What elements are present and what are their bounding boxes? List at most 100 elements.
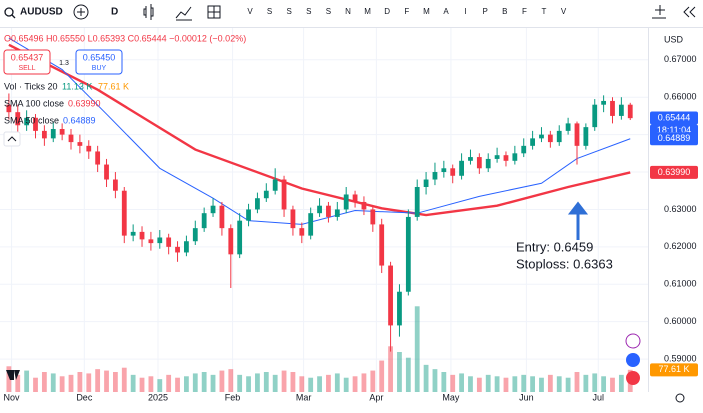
countdown: 18:11:04 <box>657 125 691 135</box>
candle-body <box>308 213 314 236</box>
tv-logo <box>6 370 20 380</box>
flag-icon[interactable] <box>626 371 640 385</box>
volume-bar <box>618 374 624 392</box>
candle-body <box>184 241 189 253</box>
search-icon[interactable] <box>4 7 14 17</box>
volume-tag-label: 77.61 K <box>658 364 689 374</box>
toolbar-letter: A <box>443 7 449 16</box>
add-icon[interactable] <box>73 4 89 20</box>
volume-bar <box>539 377 544 392</box>
candle-body <box>33 117 38 131</box>
candle-body <box>414 186 420 217</box>
toolbar-letter: N <box>345 7 351 16</box>
legend-toggle <box>7 136 17 142</box>
volume-bar <box>263 372 269 392</box>
toolbar-letter: V <box>561 7 567 16</box>
candle-body <box>228 228 234 255</box>
sma-legend: SMA 100 close <box>4 98 64 108</box>
candle-body <box>24 117 30 126</box>
volume-bar <box>530 376 536 392</box>
toolbar <box>0 0 703 27</box>
price-tag <box>650 165 698 179</box>
volume-bar <box>388 346 393 392</box>
candle-body <box>104 164 109 180</box>
volume-bar <box>166 374 172 392</box>
y-tick-label: 0.60000 <box>664 316 697 326</box>
candle-body <box>388 265 393 326</box>
symbol[interactable]: AUDUSD <box>20 7 63 18</box>
indicators-icon[interactable] <box>175 6 192 21</box>
volume-legend: Vol · Ticks 20 <box>4 81 58 91</box>
candle-body <box>326 205 331 217</box>
buy-label: BUY <box>92 65 107 72</box>
currency[interactable]: USD <box>664 34 684 44</box>
volume-bar <box>201 372 207 392</box>
volume-bar <box>503 377 509 392</box>
candle-body <box>121 190 127 236</box>
candle-body <box>68 134 74 143</box>
candle-body <box>175 246 180 253</box>
candle-body <box>290 209 296 229</box>
toolbar-letter: M <box>364 7 371 16</box>
volume-bar <box>175 377 180 392</box>
price-tag-label: 0.64889 <box>658 133 691 143</box>
toolbar-letter: F <box>522 7 527 16</box>
ohlc: O0.65496 H0.65550 L0.65393 C0.65444 −0.0… <box>4 33 246 43</box>
toolbar-letter: S <box>287 7 292 16</box>
toolbar-letter: S <box>267 7 272 16</box>
candle-body <box>601 100 607 105</box>
candle-body <box>485 158 491 169</box>
volume-bar <box>6 366 12 392</box>
candle-body <box>148 239 154 244</box>
volume-bar <box>272 374 278 392</box>
candle-body <box>139 231 145 240</box>
chart-type-icon[interactable] <box>143 4 154 20</box>
candle-body <box>521 145 527 154</box>
legend-toggle[interactable] <box>3 131 21 147</box>
candle-body <box>450 168 456 176</box>
alert-icon[interactable] <box>652 5 666 19</box>
toolbar-letter: F <box>404 7 409 16</box>
candle-body <box>556 130 562 143</box>
volume-bar <box>68 374 74 392</box>
flag-icon[interactable] <box>626 353 640 367</box>
buy-button[interactable] <box>75 49 123 75</box>
candle-body <box>503 155 509 161</box>
candle-body <box>343 194 349 210</box>
price-axis <box>648 28 703 413</box>
candle-body <box>494 155 500 159</box>
x-tick-label: Nov <box>4 392 21 402</box>
volume-bar <box>432 369 438 392</box>
candle-body <box>361 201 367 210</box>
volume-legend-value: 11.13 K <box>62 81 92 91</box>
axis-labels: 0.670000.660000.650000.640000.630000.620… <box>650 54 698 377</box>
toolbar-letter: S <box>326 7 331 16</box>
volume-bar <box>299 376 305 392</box>
volume-bar <box>33 377 38 392</box>
event-icon[interactable] <box>625 333 641 349</box>
volume-bar <box>450 374 456 392</box>
volume-bar <box>255 373 260 392</box>
sell-price: 0.65437 <box>11 52 44 62</box>
sell-button[interactable] <box>3 49 51 75</box>
x-tick-label: May <box>442 392 460 402</box>
candle-body <box>299 228 305 236</box>
collapse-icon[interactable] <box>683 6 696 18</box>
volume-bar <box>77 372 83 392</box>
volume-bar <box>317 376 322 392</box>
y-tick-label: 0.66000 <box>664 92 697 102</box>
candle-body <box>50 129 56 139</box>
settings-icon[interactable] <box>675 393 685 403</box>
volume-bar <box>610 377 615 392</box>
candle-body <box>627 104 633 119</box>
volume-bar <box>308 377 314 392</box>
candle-body <box>618 104 624 116</box>
candle-body <box>201 213 207 229</box>
volume-tag <box>650 363 698 377</box>
interval[interactable]: D <box>111 7 118 18</box>
candle-body <box>246 209 251 221</box>
y-tick-label: 0.67000 <box>664 54 697 64</box>
